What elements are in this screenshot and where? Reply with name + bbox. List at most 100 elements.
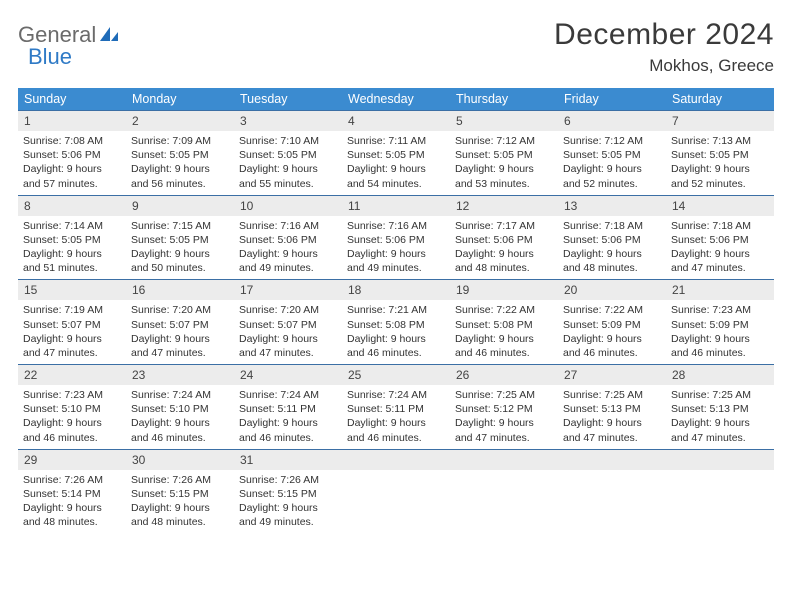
daylight-text: Daylight: 9 hours and 46 minutes. bbox=[347, 332, 445, 360]
sunrise-text: Sunrise: 7:24 AM bbox=[239, 388, 337, 402]
calendar-day-cell bbox=[342, 449, 450, 533]
day-number: 16 bbox=[126, 280, 234, 300]
weekday-header: Thursday bbox=[450, 88, 558, 111]
sunrise-text: Sunrise: 7:16 AM bbox=[347, 219, 445, 233]
day-details: Sunrise: 7:18 AMSunset: 5:06 PMDaylight:… bbox=[558, 216, 666, 280]
sunrise-text: Sunrise: 7:17 AM bbox=[455, 219, 553, 233]
daylight-text: Daylight: 9 hours and 55 minutes. bbox=[239, 162, 337, 190]
sunset-text: Sunset: 5:05 PM bbox=[239, 148, 337, 162]
day-number: 1 bbox=[18, 111, 126, 131]
day-number bbox=[666, 450, 774, 470]
daylight-text: Daylight: 9 hours and 46 minutes. bbox=[671, 332, 769, 360]
calendar-week-row: 22Sunrise: 7:23 AMSunset: 5:10 PMDayligh… bbox=[18, 365, 774, 450]
calendar-day-cell: 2Sunrise: 7:09 AMSunset: 5:05 PMDaylight… bbox=[126, 111, 234, 196]
calendar-table: Sunday Monday Tuesday Wednesday Thursday… bbox=[18, 88, 774, 533]
sunrise-text: Sunrise: 7:25 AM bbox=[671, 388, 769, 402]
calendar-day-cell: 4Sunrise: 7:11 AMSunset: 5:05 PMDaylight… bbox=[342, 111, 450, 196]
sunset-text: Sunset: 5:09 PM bbox=[671, 318, 769, 332]
calendar-day-cell: 26Sunrise: 7:25 AMSunset: 5:12 PMDayligh… bbox=[450, 365, 558, 450]
day-details: Sunrise: 7:20 AMSunset: 5:07 PMDaylight:… bbox=[126, 300, 234, 364]
day-number: 3 bbox=[234, 111, 342, 131]
sunset-text: Sunset: 5:06 PM bbox=[563, 233, 661, 247]
title-block: December 2024 Mokhos, Greece bbox=[554, 18, 774, 76]
day-details: Sunrise: 7:13 AMSunset: 5:05 PMDaylight:… bbox=[666, 131, 774, 195]
calendar-day-cell: 3Sunrise: 7:10 AMSunset: 5:05 PMDaylight… bbox=[234, 111, 342, 196]
calendar-day-cell: 16Sunrise: 7:20 AMSunset: 5:07 PMDayligh… bbox=[126, 280, 234, 365]
day-number: 21 bbox=[666, 280, 774, 300]
day-number: 6 bbox=[558, 111, 666, 131]
day-number bbox=[450, 450, 558, 470]
calendar-day-cell: 31Sunrise: 7:26 AMSunset: 5:15 PMDayligh… bbox=[234, 449, 342, 533]
calendar-day-cell: 12Sunrise: 7:17 AMSunset: 5:06 PMDayligh… bbox=[450, 195, 558, 280]
sunset-text: Sunset: 5:06 PM bbox=[671, 233, 769, 247]
calendar-day-cell bbox=[558, 449, 666, 533]
day-number: 25 bbox=[342, 365, 450, 385]
sunset-text: Sunset: 5:06 PM bbox=[347, 233, 445, 247]
daylight-text: Daylight: 9 hours and 47 minutes. bbox=[671, 247, 769, 275]
day-number: 30 bbox=[126, 450, 234, 470]
day-number: 27 bbox=[558, 365, 666, 385]
day-number bbox=[558, 450, 666, 470]
calendar-day-cell: 11Sunrise: 7:16 AMSunset: 5:06 PMDayligh… bbox=[342, 195, 450, 280]
calendar-day-cell: 10Sunrise: 7:16 AMSunset: 5:06 PMDayligh… bbox=[234, 195, 342, 280]
day-details: Sunrise: 7:08 AMSunset: 5:06 PMDaylight:… bbox=[18, 131, 126, 195]
daylight-text: Daylight: 9 hours and 47 minutes. bbox=[455, 416, 553, 444]
day-number: 29 bbox=[18, 450, 126, 470]
day-details: Sunrise: 7:18 AMSunset: 5:06 PMDaylight:… bbox=[666, 216, 774, 280]
sunrise-text: Sunrise: 7:26 AM bbox=[131, 473, 229, 487]
month-title: December 2024 bbox=[554, 18, 774, 52]
calendar-day-cell: 13Sunrise: 7:18 AMSunset: 5:06 PMDayligh… bbox=[558, 195, 666, 280]
day-details: Sunrise: 7:12 AMSunset: 5:05 PMDaylight:… bbox=[450, 131, 558, 195]
sunset-text: Sunset: 5:05 PM bbox=[455, 148, 553, 162]
calendar-day-cell: 30Sunrise: 7:26 AMSunset: 5:15 PMDayligh… bbox=[126, 449, 234, 533]
day-details: Sunrise: 7:24 AMSunset: 5:10 PMDaylight:… bbox=[126, 385, 234, 449]
daylight-text: Daylight: 9 hours and 46 minutes. bbox=[347, 416, 445, 444]
daylight-text: Daylight: 9 hours and 53 minutes. bbox=[455, 162, 553, 190]
day-details: Sunrise: 7:19 AMSunset: 5:07 PMDaylight:… bbox=[18, 300, 126, 364]
calendar-day-cell: 15Sunrise: 7:19 AMSunset: 5:07 PMDayligh… bbox=[18, 280, 126, 365]
location-label: Mokhos, Greece bbox=[554, 56, 774, 76]
daylight-text: Daylight: 9 hours and 49 minutes. bbox=[239, 247, 337, 275]
day-details: Sunrise: 7:24 AMSunset: 5:11 PMDaylight:… bbox=[234, 385, 342, 449]
day-number: 4 bbox=[342, 111, 450, 131]
day-number: 17 bbox=[234, 280, 342, 300]
calendar-day-cell: 28Sunrise: 7:25 AMSunset: 5:13 PMDayligh… bbox=[666, 365, 774, 450]
day-details: Sunrise: 7:26 AMSunset: 5:15 PMDaylight:… bbox=[126, 470, 234, 534]
daylight-text: Daylight: 9 hours and 47 minutes. bbox=[23, 332, 121, 360]
sunset-text: Sunset: 5:05 PM bbox=[131, 148, 229, 162]
sunset-text: Sunset: 5:07 PM bbox=[239, 318, 337, 332]
sunrise-text: Sunrise: 7:11 AM bbox=[347, 134, 445, 148]
weekday-header: Saturday bbox=[666, 88, 774, 111]
sunrise-text: Sunrise: 7:19 AM bbox=[23, 303, 121, 317]
sunset-text: Sunset: 5:05 PM bbox=[347, 148, 445, 162]
daylight-text: Daylight: 9 hours and 47 minutes. bbox=[563, 416, 661, 444]
sunset-text: Sunset: 5:11 PM bbox=[239, 402, 337, 416]
day-number: 5 bbox=[450, 111, 558, 131]
sunrise-text: Sunrise: 7:26 AM bbox=[23, 473, 121, 487]
sunset-text: Sunset: 5:05 PM bbox=[23, 233, 121, 247]
sunset-text: Sunset: 5:07 PM bbox=[131, 318, 229, 332]
page-header: General December 2024 Mokhos, Greece bbox=[18, 18, 774, 76]
sail-icon bbox=[98, 25, 120, 43]
day-number: 2 bbox=[126, 111, 234, 131]
sunset-text: Sunset: 5:06 PM bbox=[23, 148, 121, 162]
calendar-week-row: 15Sunrise: 7:19 AMSunset: 5:07 PMDayligh… bbox=[18, 280, 774, 365]
calendar-day-cell: 1Sunrise: 7:08 AMSunset: 5:06 PMDaylight… bbox=[18, 111, 126, 196]
day-details: Sunrise: 7:23 AMSunset: 5:10 PMDaylight:… bbox=[18, 385, 126, 449]
sunrise-text: Sunrise: 7:25 AM bbox=[563, 388, 661, 402]
day-details: Sunrise: 7:26 AMSunset: 5:14 PMDaylight:… bbox=[18, 470, 126, 534]
calendar-day-cell: 18Sunrise: 7:21 AMSunset: 5:08 PMDayligh… bbox=[342, 280, 450, 365]
sunset-text: Sunset: 5:05 PM bbox=[131, 233, 229, 247]
sunrise-text: Sunrise: 7:20 AM bbox=[131, 303, 229, 317]
calendar-week-row: 1Sunrise: 7:08 AMSunset: 5:06 PMDaylight… bbox=[18, 111, 774, 196]
calendar-day-cell: 19Sunrise: 7:22 AMSunset: 5:08 PMDayligh… bbox=[450, 280, 558, 365]
daylight-text: Daylight: 9 hours and 48 minutes. bbox=[131, 501, 229, 529]
day-number: 20 bbox=[558, 280, 666, 300]
sunset-text: Sunset: 5:12 PM bbox=[455, 402, 553, 416]
day-details: Sunrise: 7:17 AMSunset: 5:06 PMDaylight:… bbox=[450, 216, 558, 280]
calendar-day-cell: 21Sunrise: 7:23 AMSunset: 5:09 PMDayligh… bbox=[666, 280, 774, 365]
calendar-day-cell: 14Sunrise: 7:18 AMSunset: 5:06 PMDayligh… bbox=[666, 195, 774, 280]
day-number bbox=[342, 450, 450, 470]
sunset-text: Sunset: 5:06 PM bbox=[239, 233, 337, 247]
calendar-day-cell: 24Sunrise: 7:24 AMSunset: 5:11 PMDayligh… bbox=[234, 365, 342, 450]
